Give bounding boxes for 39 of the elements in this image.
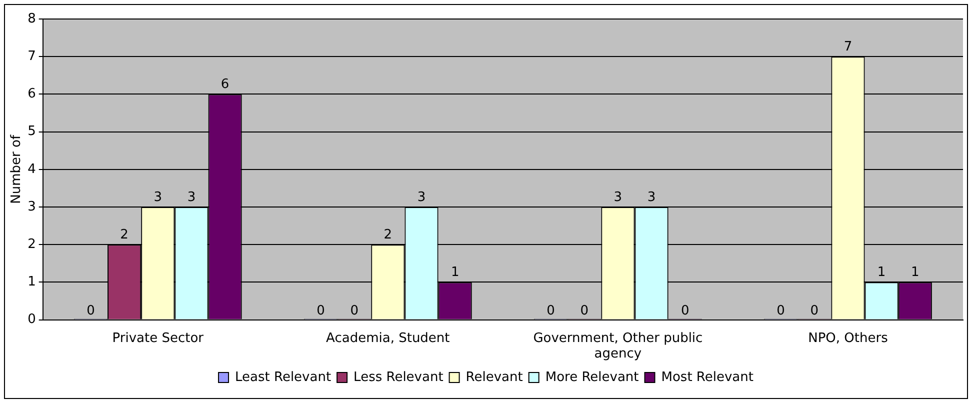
data-label: 0 [810, 304, 819, 319]
data-label: 0 [86, 304, 95, 319]
data-label: 0 [776, 304, 785, 319]
data-label: 0 [546, 304, 555, 319]
x-tick-label: NPO, Others [808, 330, 888, 346]
x-tick-label: Academia, Student [326, 330, 450, 346]
data-label: 1 [877, 265, 886, 280]
data-label: 0 [580, 304, 589, 319]
data-label: 3 [187, 190, 196, 205]
data-label: 1 [911, 265, 920, 280]
y-tick-label: 7 [28, 48, 36, 64]
legend-label: Most Relevant [661, 370, 754, 385]
legend-label: Relevant [466, 370, 523, 385]
data-label: 2 [384, 227, 392, 242]
data-label: 6 [220, 77, 230, 92]
y-tick-label: 0 [28, 312, 36, 328]
data-label: 2 [120, 227, 128, 242]
data-label: 3 [614, 190, 622, 205]
legend-label: Least Relevant [235, 370, 332, 385]
y-tick-label: 4 [28, 162, 36, 177]
data-label: 3 [417, 190, 426, 205]
data-label: 0 [680, 304, 690, 319]
x-tick-label: Government, Other public agency [533, 330, 703, 362]
y-tick-label: 5 [28, 124, 36, 140]
y-axis-title: Number of [9, 134, 24, 204]
data-label: 3 [647, 190, 656, 205]
x-tick-label: Private Sector [112, 330, 204, 346]
legend-label: Less Relevant [354, 370, 444, 385]
y-tick-label: 8 [28, 11, 36, 26]
y-tick-label: 1 [28, 274, 36, 290]
data-label: 0 [316, 304, 325, 319]
legend-label: More Relevant [545, 370, 639, 385]
y-tick-label: 6 [28, 86, 36, 102]
y-tick-label: 2 [28, 236, 36, 252]
data-label: 7 [844, 39, 852, 54]
data-label: 0 [350, 304, 358, 319]
data-label: 3 [154, 190, 162, 205]
data-label: 1 [450, 265, 460, 280]
y-tick-label: 3 [28, 199, 36, 214]
